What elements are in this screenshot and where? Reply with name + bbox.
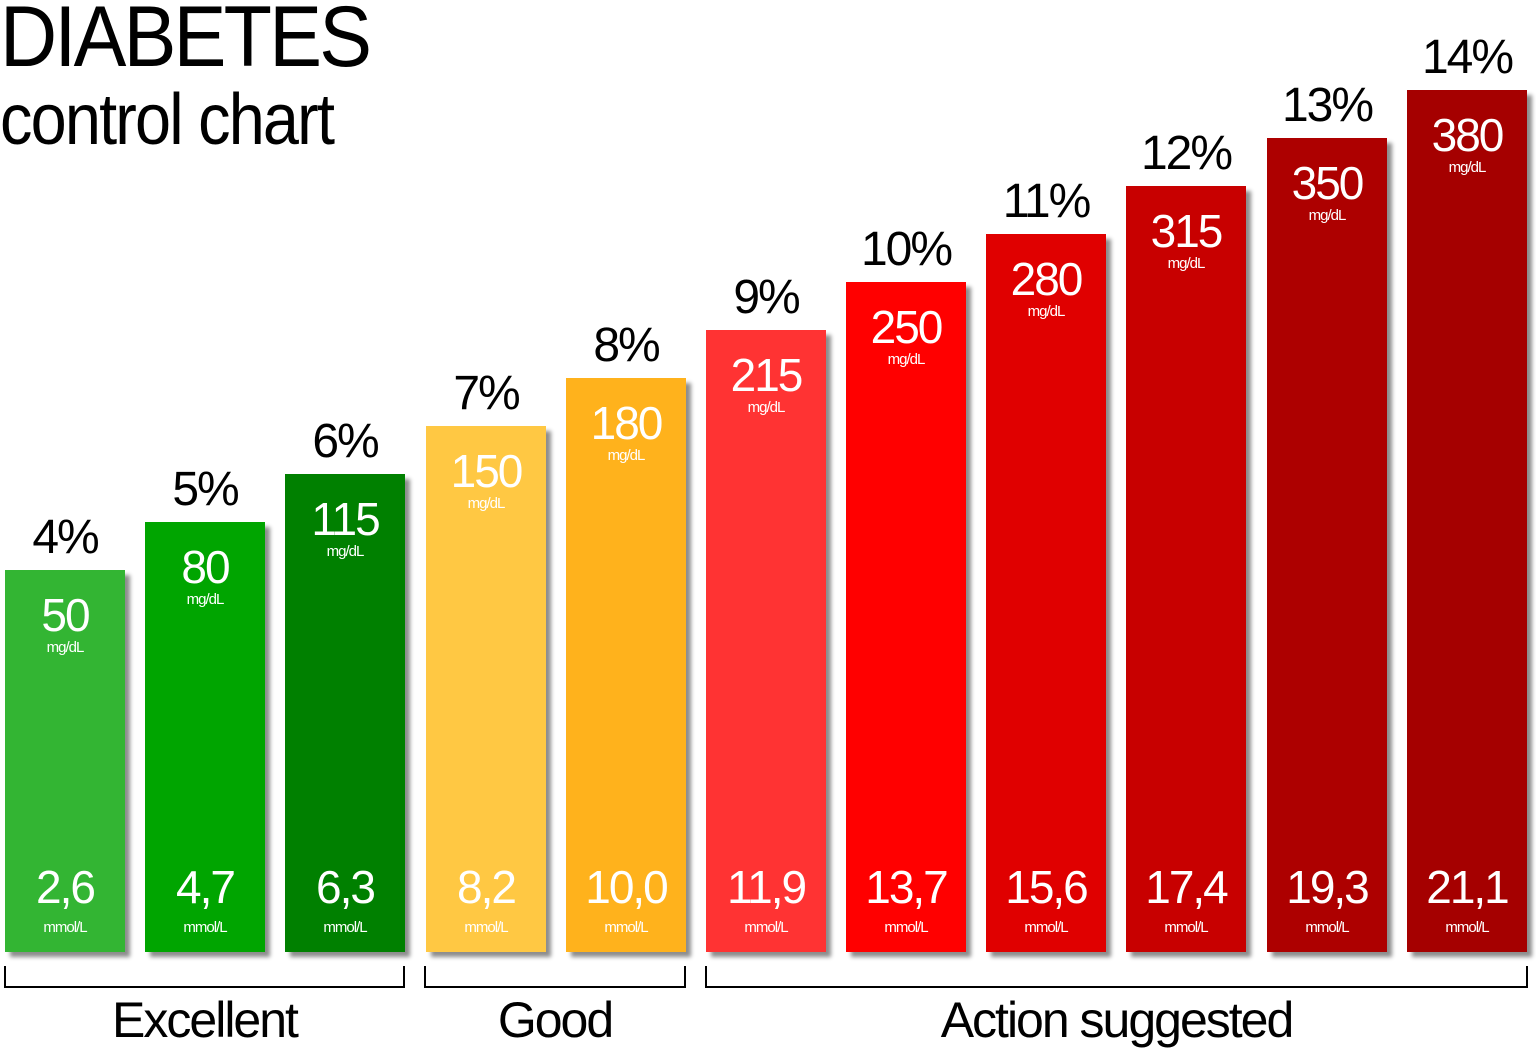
hba1c-label: 5% [172,463,239,516]
bar-group: 9% 215 mg/dL 11,9 mmol/L [706,270,826,952]
mg-unit: mg/dL [1167,255,1206,272]
mmol-unit: mmol/L [1305,919,1349,936]
mg-unit: mg/dL [1027,303,1066,320]
bar-group: 7% 150 mg/dL 8,2 mmol/L [426,366,546,952]
hba1c-label: 8% [593,319,660,372]
bar: 50 mg/dL 2,6 mmol/L [5,570,125,952]
mmol-unit: mmol/L [1445,919,1489,936]
mmol-unit: mmol/L [744,919,788,936]
mg-value: 315 [1150,205,1224,257]
mmol-unit: mmol/L [884,919,928,936]
bar-group: 4% 50 mg/dL 2,6 mmol/L [5,510,125,952]
group-label: Good [497,992,614,1048]
mmol-value: 15,6 [1005,861,1089,913]
mg-unit: mg/dL [607,447,646,464]
mmol-unit: mmol/L [1024,919,1068,936]
hba1c-label: 12% [1140,127,1233,180]
mmol-value: 19,3 [1286,861,1370,913]
bar-group: 14% 380 mg/dL 21,1 mmol/L [1407,30,1527,952]
group-label: Excellent [112,992,299,1048]
bar-group: 6% 115 mg/dL 6,3 mmol/L [285,414,405,952]
bar-group: 8% 180 mg/dL 10,0 mmol/L [566,318,686,952]
hba1c-label: 10% [860,223,953,276]
mg-unit: mg/dL [326,543,365,560]
hba1c-label: 7% [453,367,520,420]
mmol-value: 4,7 [176,861,236,913]
mg-unit: mg/dL [887,351,926,368]
mmol-unit: mmol/L [604,919,648,936]
hba1c-label: 9% [733,271,800,324]
bar-group: 11% 280 mg/dL 15,6 mmol/L [986,174,1106,952]
bar: 115 mg/dL 6,3 mmol/L [285,474,405,952]
mg-value: 280 [1010,253,1084,305]
bar: 80 mg/dL 4,7 mmol/L [145,522,265,952]
mmol-value: 17,4 [1145,861,1229,913]
mmol-value: 8,2 [457,861,517,913]
group-bracket [4,966,405,988]
mg-unit: mg/dL [467,495,506,512]
hba1c-label: 11% [1002,175,1092,228]
bar: 215 mg/dL 11,9 mmol/L [706,330,826,952]
bar: 150 mg/dL 8,2 mmol/L [426,426,546,952]
mmol-value: 6,3 [316,861,376,913]
bar-group: 13% 350 mg/dL 19,3 mmol/L [1267,78,1387,952]
mg-unit: mg/dL [46,639,85,656]
mg-value: 80 [181,541,230,593]
mg-value: 150 [450,445,524,497]
hba1c-label: 14% [1421,31,1514,84]
mg-unit: mg/dL [186,591,225,608]
mmol-value: 21,1 [1426,861,1510,913]
bar-group: 10% 250 mg/dL 13,7 mmol/L [846,222,966,952]
bar-group: 12% 315 mg/dL 17,4 mmol/L [1126,126,1246,952]
mmol-unit: mmol/L [1164,919,1208,936]
mg-value: 250 [870,301,944,353]
bar: 350 mg/dL 19,3 mmol/L [1267,138,1387,952]
bar-group: 5% 80 mg/dL 4,7 mmol/L [145,462,265,952]
bar: 280 mg/dL 15,6 mmol/L [986,234,1106,952]
mg-unit: mg/dL [1448,159,1487,176]
group-label: Action suggested [940,992,1295,1048]
group-bracket [705,966,1528,988]
mg-unit: mg/dL [1308,207,1347,224]
mg-unit: mg/dL [747,399,786,416]
hba1c-label: 6% [312,415,379,468]
bar: 315 mg/dL 17,4 mmol/L [1126,186,1246,952]
mmol-value: 10,0 [585,861,669,913]
mg-value: 380 [1431,109,1505,161]
mmol-value: 2,6 [36,861,96,913]
mmol-unit: mmol/L [464,919,508,936]
mmol-unit: mmol/L [323,919,367,936]
mg-value: 50 [41,589,90,641]
mmol-unit: mmol/L [183,919,227,936]
hba1c-label: 13% [1281,79,1374,132]
mg-value: 180 [590,397,664,449]
mg-value: 115 [311,493,380,545]
mg-value: 215 [730,349,804,401]
group-bracket [424,966,686,988]
bar: 250 mg/dL 13,7 mmol/L [846,282,966,952]
hba1c-label: 4% [32,511,99,564]
mg-value: 350 [1291,157,1365,209]
chart-title: DIABETES [0,0,372,85]
mmol-value: 11,9 [726,861,807,913]
bar: 180 mg/dL 10,0 mmol/L [566,378,686,952]
mmol-unit: mmol/L [43,919,87,936]
mmol-value: 13,7 [865,861,949,913]
bar: 380 mg/dL 21,1 mmol/L [1407,90,1527,952]
chart-subtitle: control chart [0,80,335,160]
